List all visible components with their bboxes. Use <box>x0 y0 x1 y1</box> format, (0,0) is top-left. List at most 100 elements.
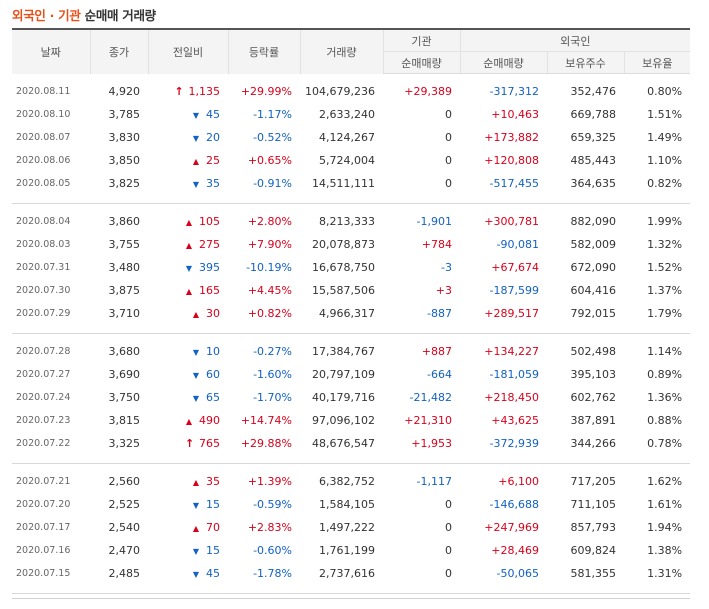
foreign-net-cell: +120,808 <box>484 154 539 167</box>
institution-net-cell: 0 <box>445 131 452 144</box>
close-cell: 3,325 <box>108 437 141 450</box>
ratio-cell: 0.88% <box>647 414 683 427</box>
date-cell: 2020.07.30 <box>16 285 71 296</box>
holdings-cell: 857,793 <box>570 521 617 534</box>
change-value: 15 <box>206 544 220 557</box>
table-row: 2020.07.23 3,815 ▲ 490 +14.74% 97,096,102 +21,… <box>12 409 690 432</box>
institution-net-cell: 0 <box>445 567 452 580</box>
header-date: 날짜 <box>12 29 90 74</box>
change-cell: ↑ 765 <box>148 432 228 455</box>
group-divider <box>12 585 691 594</box>
foreign-net-cell: +173,882 <box>484 131 539 144</box>
volume-cell: 1,761,199 <box>319 544 375 557</box>
ratio-cell: 1.31% <box>647 567 683 580</box>
header-foreign-group: 외국인 <box>459 29 691 52</box>
institution-net-cell: +3 <box>435 284 452 297</box>
close-cell: 4,920 <box>108 85 141 98</box>
holdings-cell: 717,205 <box>570 475 617 488</box>
header-institution-group: 기관 <box>382 29 460 52</box>
date-cell: 2020.07.16 <box>16 545 71 556</box>
holdings-cell: 485,443 <box>570 154 617 167</box>
header-close: 종가 <box>89 29 148 74</box>
triangle-up-icon: ▲ <box>192 478 200 487</box>
institution-net-cell: -1,117 <box>416 475 452 488</box>
change-cell: ↑ 1,135 <box>148 80 228 103</box>
change-value: 35 <box>206 177 220 190</box>
header-change: 전일비 <box>147 29 228 74</box>
foreign-net-cell: +289,517 <box>484 307 539 320</box>
rate-cell: +2.80% <box>247 215 292 228</box>
foreign-net-cell: +43,625 <box>491 414 539 427</box>
holdings-cell: 609,824 <box>570 544 617 557</box>
ratio-cell: 1.51% <box>647 108 683 121</box>
triangle-up-icon: ▲ <box>185 417 193 426</box>
change-cell: ▼ 10 <box>148 340 228 363</box>
volume-cell: 14,511,111 <box>312 177 375 190</box>
date-cell: 2020.07.23 <box>16 415 71 426</box>
holdings-cell: 502,498 <box>570 345 617 358</box>
institution-net-cell: +1,953 <box>411 437 452 450</box>
holdings-cell: 364,635 <box>570 177 617 190</box>
rate-cell: +0.65% <box>247 154 292 167</box>
rate-cell: -1.60% <box>253 368 292 381</box>
close-cell: 2,485 <box>108 567 141 580</box>
table-row: 2020.08.04 3,860 ▲ 105 +2.80% 8,213,333 -1,901… <box>12 210 690 233</box>
foreign-net-cell: -50,065 <box>496 567 539 580</box>
date-cell: 2020.07.20 <box>16 499 71 510</box>
table-body: 2020.08.11 4,920 ↑ 1,135 +29.99% 104,679,236 +… <box>12 74 691 594</box>
triangle-up-icon: ▲ <box>185 218 193 227</box>
holdings-cell: 352,476 <box>570 85 617 98</box>
table-row: 2020.07.22 3,325 ↑ 765 +29.88% 48,676,547 +1,9… <box>12 432 690 455</box>
triangle-up-icon: ▲ <box>185 241 193 250</box>
rate-cell: -0.52% <box>253 131 292 144</box>
title-rest: 순매매 거래량 <box>80 8 157 23</box>
rate-cell: -0.91% <box>253 177 292 190</box>
ratio-cell: 1.36% <box>647 391 683 404</box>
table-row: 2020.08.03 3,755 ▲ 275 +7.90% 20,078,873 +784 -… <box>12 233 690 256</box>
change-value: 60 <box>206 368 220 381</box>
volume-cell: 1,584,105 <box>319 498 375 511</box>
change-value: 15 <box>206 498 220 511</box>
header-rate: 등락률 <box>227 29 300 74</box>
volume-cell: 2,633,240 <box>319 108 375 121</box>
volume-cell: 4,966,317 <box>319 307 375 320</box>
divider-cell <box>12 195 691 204</box>
rate-cell: +29.99% <box>240 85 292 98</box>
rate-cell: -1.78% <box>253 567 292 580</box>
change-cell: ▼ 65 <box>148 386 228 409</box>
holdings-cell: 344,266 <box>570 437 617 450</box>
date-cell: 2020.07.22 <box>16 438 71 449</box>
title-institution: 기관 <box>58 8 81 23</box>
date-cell: 2020.07.29 <box>16 308 71 319</box>
rate-cell: -0.60% <box>253 544 292 557</box>
holdings-cell: 672,090 <box>570 261 617 274</box>
rate-cell: +4.45% <box>247 284 292 297</box>
rate-cell: +2.83% <box>247 521 292 534</box>
foreign-net-cell: -90,081 <box>496 238 539 251</box>
ratio-cell: 1.99% <box>647 215 683 228</box>
change-cell: ▼ 395 <box>148 256 228 279</box>
change-cell: ▲ 165 <box>148 279 228 302</box>
holdings-cell: 582,009 <box>570 238 617 251</box>
table-row: 2020.08.06 3,850 ▲ 25 +0.65% 5,724,004 0 +120,8… <box>12 149 690 172</box>
rate-cell: -10.19% <box>246 261 292 274</box>
holdings-cell: 387,891 <box>570 414 617 427</box>
date-cell: 2020.08.10 <box>16 109 71 120</box>
foreign-net-cell: -146,688 <box>489 498 539 511</box>
foreign-net-cell: +67,674 <box>491 261 539 274</box>
institution-net-cell: +21,310 <box>404 414 452 427</box>
arrow-up-icon: ↑ <box>185 437 195 450</box>
change-cell: ▼ 15 <box>148 539 228 562</box>
close-cell: 3,815 <box>108 414 141 427</box>
table-header: 날짜 종가 전일비 등락률 거래량 기관 외국인 순매매량 순매매량 보유주수 … <box>12 29 691 74</box>
group-divider <box>12 195 691 204</box>
ratio-cell: 1.10% <box>647 154 683 167</box>
close-cell: 3,850 <box>108 154 141 167</box>
triangle-down-icon: ▼ <box>185 264 193 273</box>
volume-cell: 48,676,547 <box>312 437 375 450</box>
volume-cell: 97,096,102 <box>312 414 375 427</box>
table-row: 2020.07.27 3,690 ▼ 60 -1.60% 20,797,109 -664 -1… <box>12 363 690 386</box>
volume-cell: 17,384,767 <box>312 345 375 358</box>
table-row: 2020.07.28 3,680 ▼ 10 -0.27% 17,384,767 +887 +1… <box>12 340 690 363</box>
